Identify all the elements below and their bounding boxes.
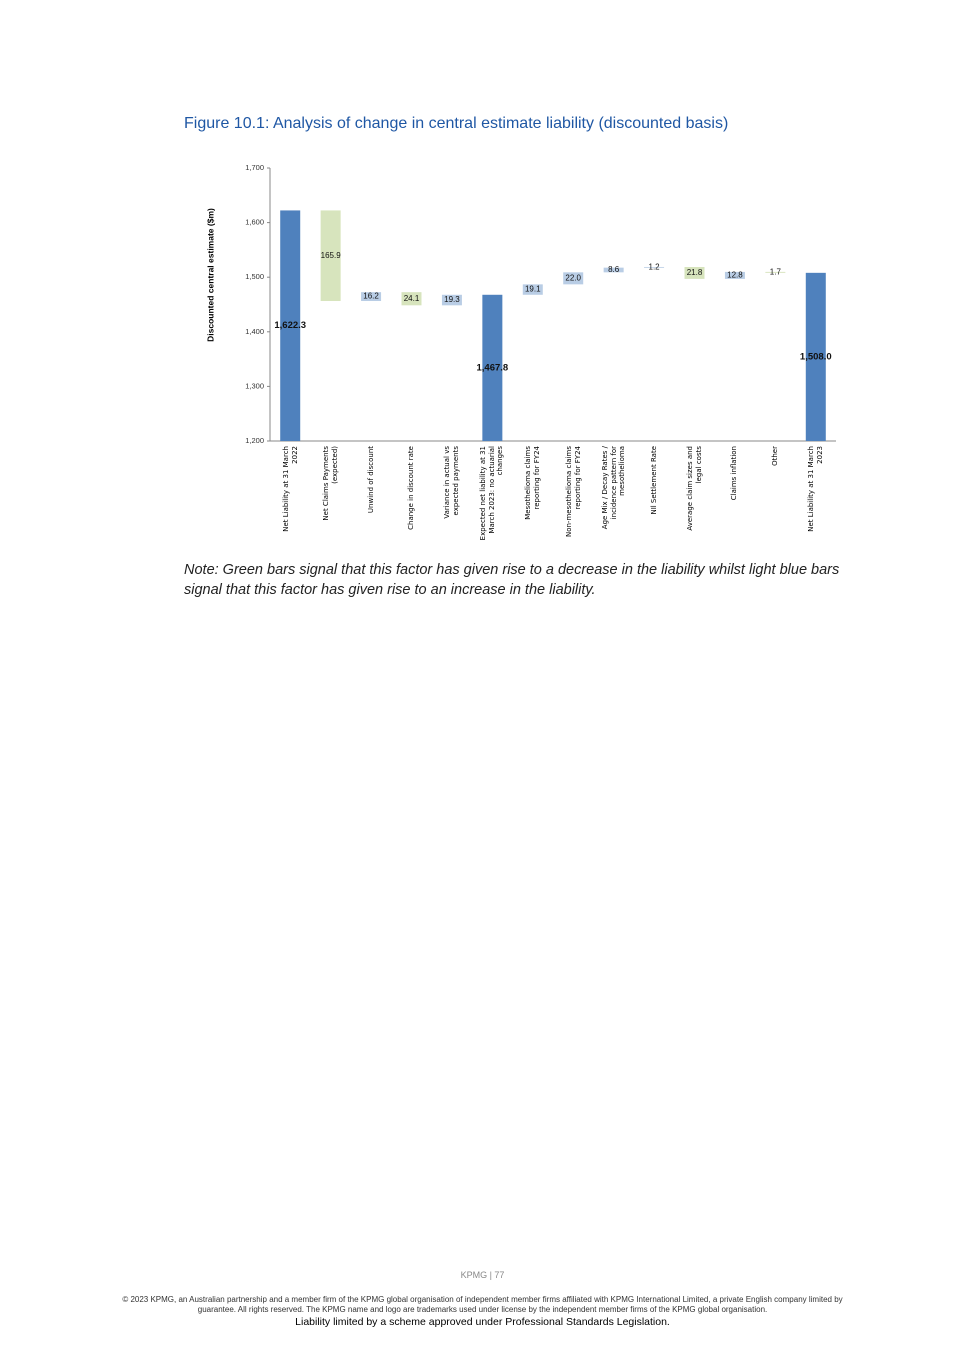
note: Note: Green bars signal that this factor… [184, 562, 840, 598]
bar [441, 294, 462, 306]
data-label: 16.2 [363, 292, 379, 301]
bar [644, 266, 665, 268]
data-label: 165.9 [321, 251, 342, 260]
bar [522, 284, 543, 295]
x-tick-label: Non-mesothelioma claims reporting for FY… [564, 446, 582, 538]
x-tick-label: Net Liability at 31 March 2023 [807, 446, 824, 532]
y-tick-label: 1,600 [245, 218, 264, 227]
data-label: 1,467.8 [477, 362, 509, 373]
y-axis-label: Discounted central estimate ($m) [205, 208, 215, 342]
x-tick-label: Variance in actual vs expected payments [443, 446, 460, 519]
bar [361, 292, 382, 302]
data-label: 19.1 [525, 285, 541, 294]
bar [563, 272, 584, 285]
data-label: 21.8 [687, 268, 703, 277]
y-tick-label: 1,300 [245, 381, 264, 390]
x-tick-label: NIl Settlement Rate [649, 446, 658, 515]
liability-note: Liability limited by a scheme approved u… [295, 1316, 670, 1328]
bar [724, 271, 745, 279]
x-tick-label: Unwind of discount [366, 446, 375, 514]
data-label: 1.7 [770, 267, 782, 276]
data-label: 22.0 [565, 273, 581, 282]
bar [320, 210, 341, 302]
data-label: 1.2 [649, 262, 661, 271]
copyright: © 2023 KPMG, an Australian partnership a… [122, 1295, 843, 1314]
bar [805, 272, 826, 441]
data-label: 24.1 [404, 294, 420, 303]
x-tick-label: Claims inflation [730, 446, 739, 501]
x-tick-label: Average claim sizes and legal costs [686, 446, 703, 531]
data-label: 12.8 [727, 271, 743, 280]
data-label: 19.3 [444, 295, 460, 304]
y-tick-label: 1,400 [245, 327, 264, 336]
x-tick-label: Expected net liability at 31 March 2023:… [479, 446, 505, 541]
x-tick-label: Age Mix / Decay Rates / incidence patter… [600, 446, 626, 530]
figure-title: Figure 10.1: Analysis of change in centr… [184, 115, 729, 132]
data-label: 1,508.0 [800, 351, 832, 362]
data-label: 8.6 [608, 265, 620, 274]
bar [280, 210, 301, 441]
y-tick-label: 1,700 [245, 163, 264, 172]
bar [684, 266, 705, 279]
y-tick-label: 1,200 [245, 436, 264, 445]
x-tick-label: Other [770, 446, 779, 466]
x-tick-label: Net Liability at 31 March 2022 [281, 446, 299, 532]
bar [401, 292, 422, 306]
x-tick-label: Net Claims Payments (expected) [322, 446, 339, 521]
bar [603, 267, 624, 273]
y-tick-label: 1,500 [245, 272, 264, 281]
bar [482, 294, 503, 441]
x-tick-label: Change in discount rate [407, 446, 415, 530]
bar [765, 271, 786, 273]
page-number: KPMG | 77 [460, 1270, 505, 1280]
x-tick-label: Mesothelioma claims reporting for FY24 [524, 446, 541, 520]
data-label: 1,622.3 [274, 320, 306, 331]
